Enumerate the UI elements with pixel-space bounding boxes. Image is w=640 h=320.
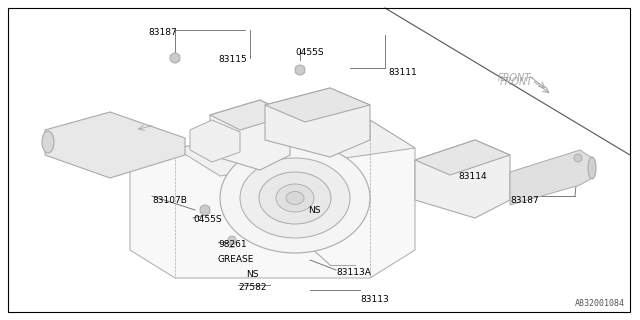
Ellipse shape [259,172,331,224]
Text: FRONT: FRONT [498,73,531,83]
Circle shape [228,236,236,244]
Ellipse shape [286,191,304,204]
Polygon shape [510,150,592,205]
Text: 83113A: 83113A [336,268,371,277]
Polygon shape [45,112,185,178]
Text: NS: NS [308,206,321,215]
Polygon shape [175,120,415,176]
Text: 83107B: 83107B [152,196,187,205]
Circle shape [200,205,210,215]
Text: 83111: 83111 [388,68,417,77]
Ellipse shape [240,158,350,238]
Text: GREASE: GREASE [218,255,254,264]
Text: 98261: 98261 [218,240,246,249]
Polygon shape [265,88,370,157]
Text: 0455S: 0455S [295,48,324,57]
Circle shape [295,65,305,75]
Polygon shape [190,120,240,162]
Text: 83187: 83187 [510,196,539,205]
Polygon shape [130,120,415,278]
Text: NS: NS [246,270,259,279]
Text: FRONT: FRONT [500,77,533,87]
Text: 83187: 83187 [148,28,177,37]
Text: A832001084: A832001084 [575,299,625,308]
Text: 27582: 27582 [238,283,266,292]
Text: 83113: 83113 [360,295,388,304]
Ellipse shape [220,143,370,253]
Polygon shape [210,100,290,130]
Polygon shape [210,100,290,170]
Text: 83114: 83114 [458,172,486,181]
Ellipse shape [42,131,54,153]
Polygon shape [415,140,510,175]
Ellipse shape [588,157,596,179]
Circle shape [170,53,180,63]
Text: 83115: 83115 [218,55,247,64]
Circle shape [574,154,582,162]
Polygon shape [265,88,370,122]
Text: 0455S: 0455S [193,215,221,224]
Ellipse shape [276,184,314,212]
Polygon shape [415,140,510,218]
